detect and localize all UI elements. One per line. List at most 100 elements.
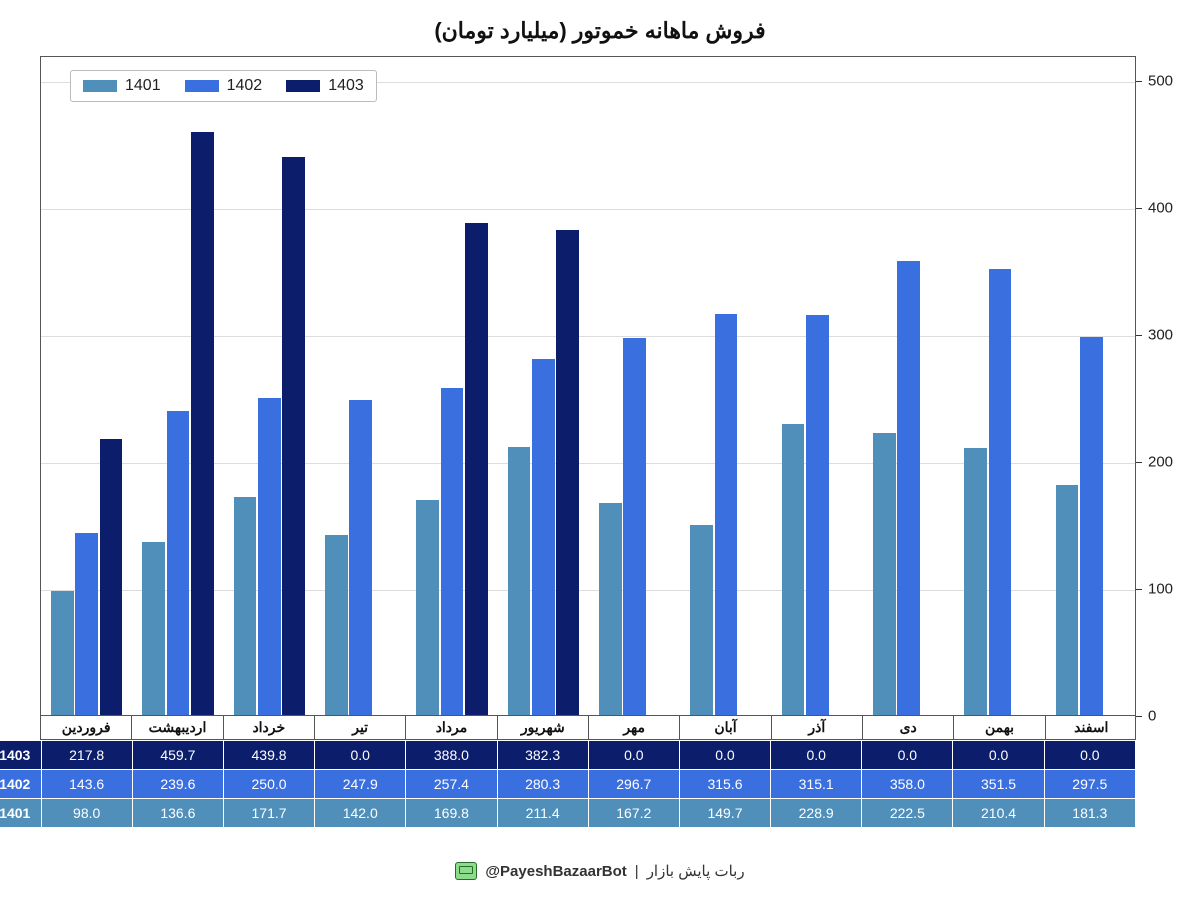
y-tick-label: 500: [1148, 73, 1173, 90]
table-cell: 315.6: [679, 770, 770, 799]
x-category-cell: خرداد: [224, 716, 315, 739]
bar-1403: [100, 439, 123, 715]
x-category-cell: فروردین: [41, 716, 132, 739]
x-category-label: تیر: [315, 719, 405, 736]
y-tick-label: 300: [1148, 327, 1173, 344]
table-cell: 181.3: [1044, 799, 1135, 828]
x-category-label: فروردین: [41, 719, 131, 736]
y-tick-label: 0: [1148, 708, 1156, 725]
legend-swatch: [83, 80, 117, 92]
bar-1402: [897, 261, 920, 715]
table-cell: 250.0: [223, 770, 314, 799]
monitor-icon: [455, 862, 477, 880]
chart-title: فروش ماهانه خموتور (میلیارد تومان): [0, 18, 1200, 44]
table-cell: 257.4: [406, 770, 497, 799]
table-cell: 358.0: [862, 770, 953, 799]
x-category-label: دی: [863, 719, 953, 736]
table-cell: 280.3: [497, 770, 588, 799]
bar-1401: [782, 424, 805, 715]
x-category-label: اردیبهشت: [132, 719, 222, 736]
table-cell: 98.0: [41, 799, 132, 828]
legend-swatch: [286, 80, 320, 92]
table-cell: 0.0: [862, 741, 953, 770]
bar-1403: [465, 223, 488, 715]
x-category-cell: آذر: [772, 716, 863, 739]
table-cell: 315.1: [771, 770, 862, 799]
x-category-label: مرداد: [406, 719, 496, 736]
bar-1401: [234, 497, 257, 715]
y-tick-label: 400: [1148, 200, 1173, 217]
table-cell: 167.2: [588, 799, 679, 828]
table-cell: 0.0: [679, 741, 770, 770]
bar-1402: [806, 315, 829, 715]
footer-handle: @PayeshBazaarBot: [485, 863, 626, 880]
table-cell: 0.0: [315, 741, 406, 770]
bar-1401: [51, 591, 74, 715]
y-tick-label: 200: [1148, 454, 1173, 471]
x-axis-categories: فروردیناردیبهشتخردادتیرمردادشهریورمهرآبا…: [40, 716, 1136, 740]
x-category-label: شهریور: [498, 719, 588, 736]
table-cell: 211.4: [497, 799, 588, 828]
bar-1402: [441, 388, 464, 715]
x-category-cell: آبان: [680, 716, 771, 739]
plot-area: [40, 56, 1136, 716]
table-cell: 0.0: [771, 741, 862, 770]
table-cell: 143.6: [41, 770, 132, 799]
bar-1401: [964, 448, 987, 715]
table-row: 1403217.8459.7439.80.0388.0382.30.00.00.…: [0, 741, 1136, 770]
legend-swatch: [185, 80, 219, 92]
table-cell: 228.9: [771, 799, 862, 828]
y-tick: [1136, 335, 1142, 336]
bar-1402: [349, 400, 372, 715]
table-cell: 217.8: [41, 741, 132, 770]
y-tick: [1136, 462, 1142, 463]
bar-1401: [873, 433, 896, 715]
x-category-cell: اردیبهشت: [132, 716, 223, 739]
bar-1401: [416, 500, 439, 716]
bar-1402: [715, 314, 738, 715]
x-category-label: آذر: [772, 719, 862, 736]
table-cell: 296.7: [588, 770, 679, 799]
table-cell: 239.6: [132, 770, 223, 799]
table-row-header: 1403: [0, 741, 41, 770]
x-category-cell: بهمن: [954, 716, 1045, 739]
table-cell: 149.7: [679, 799, 770, 828]
table-cell: 142.0: [315, 799, 406, 828]
bar-1401: [325, 535, 348, 715]
table-cell: 210.4: [953, 799, 1044, 828]
table-cell: 439.8: [223, 741, 314, 770]
bar-1401: [599, 503, 622, 715]
y-tick-label: 100: [1148, 581, 1173, 598]
table-cell: 171.7: [223, 799, 314, 828]
table-row-header: 1401: [0, 799, 41, 828]
legend-item: 1401: [83, 77, 161, 95]
y-tick: [1136, 81, 1142, 82]
bar-1402: [167, 411, 190, 715]
footer-text: ربات پایش بازار: [647, 862, 745, 880]
legend-label: 1402: [227, 77, 263, 95]
table-cell: 297.5: [1044, 770, 1135, 799]
x-category-cell: مرداد: [406, 716, 497, 739]
legend-label: 1401: [125, 77, 161, 95]
table-cell: 169.8: [406, 799, 497, 828]
table-cell: 382.3: [497, 741, 588, 770]
bar-1403: [282, 157, 305, 715]
y-tick: [1136, 208, 1142, 209]
data-table: 1403217.8459.7439.80.0388.0382.30.00.00.…: [0, 740, 1136, 828]
bar-1402: [532, 359, 555, 715]
legend-item: 1403: [286, 77, 364, 95]
x-category-cell: دی: [863, 716, 954, 739]
bar-1402: [989, 269, 1012, 715]
y-tick: [1136, 589, 1142, 590]
table-row-header: 1402: [0, 770, 41, 799]
x-category-cell: مهر: [589, 716, 680, 739]
footer: @PayeshBazaarBot | ربات پایش بازار: [0, 862, 1200, 880]
x-category-label: بهمن: [954, 719, 1044, 736]
table-cell: 388.0: [406, 741, 497, 770]
table-cell: 0.0: [588, 741, 679, 770]
table-cell: 136.6: [132, 799, 223, 828]
bar-1403: [556, 230, 579, 715]
bar-1402: [623, 338, 646, 715]
table-row: 1402143.6239.6250.0247.9257.4280.3296.73…: [0, 770, 1136, 799]
x-category-label: خرداد: [224, 719, 314, 736]
